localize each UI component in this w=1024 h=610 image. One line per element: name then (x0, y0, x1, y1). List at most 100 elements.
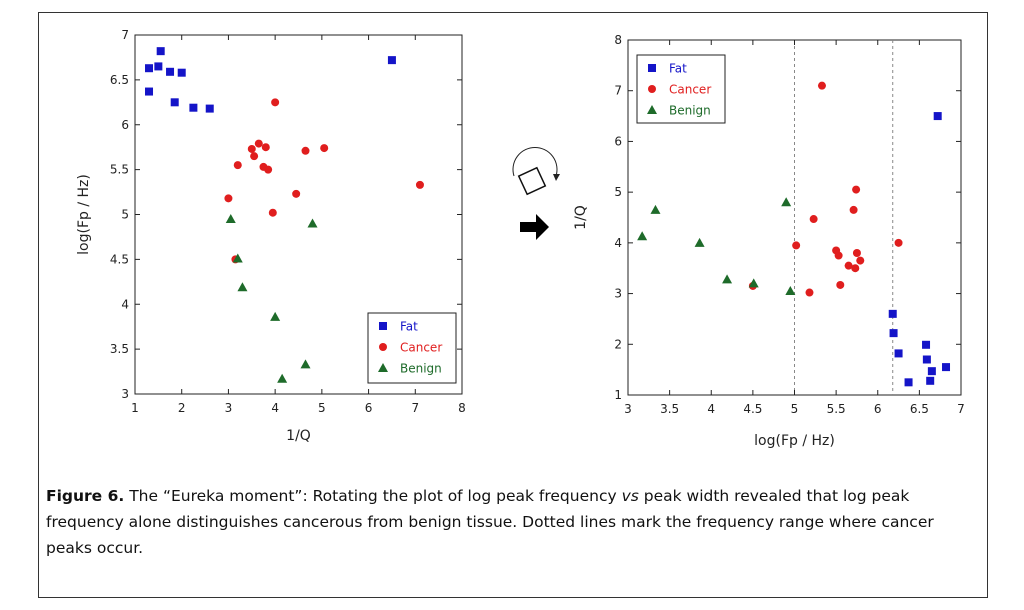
cancer-point (809, 215, 818, 224)
legend-marker-fat (379, 322, 387, 330)
x-tick-label-right: 6.5 (910, 402, 929, 416)
y-tick-label-left: 7 (121, 28, 129, 42)
fat-point (926, 376, 935, 385)
x-tick-label-right: 4.5 (743, 402, 762, 416)
y-tick-label-left: 5.5 (110, 163, 129, 177)
y-axis-label-left: log(Fp / Hz) (76, 174, 92, 255)
benign-point (722, 274, 733, 284)
y-tick-label-left: 4 (121, 297, 129, 311)
cancer-point (264, 165, 273, 174)
y-tick-label-left: 5 (121, 208, 129, 222)
x-tick-label-right: 5.5 (827, 402, 846, 416)
fat-point (922, 355, 931, 364)
chart-left: 1 2 3 4 5 6 7 8 3 3.5 4 4.5 5 5.5 6 6.5 7 1/Q log(Fp / Hz)… (76, 28, 466, 444)
fat-point (922, 340, 931, 349)
fat-point (927, 367, 936, 376)
fat-point (933, 112, 942, 121)
fat-point (177, 68, 186, 77)
caption-text-1: The “Eureka moment”: Rotating the plot o… (124, 487, 622, 505)
fat-point (189, 103, 198, 112)
benign-point (237, 282, 248, 292)
legend-marker-benign (647, 105, 657, 114)
figure-frame (38, 12, 988, 598)
y-tick-label-right: 3 (614, 287, 622, 301)
legend-marker-benign (378, 363, 388, 372)
x-tick-label-left: 8 (458, 401, 466, 415)
legend-label-cancer: Cancer (400, 341, 442, 355)
cancer-point (247, 144, 256, 153)
benign-point (781, 197, 792, 207)
fat-point (154, 62, 163, 71)
legend-label-cancer: Cancer (669, 83, 711, 97)
fat-point (145, 87, 154, 96)
cancer-point (856, 256, 865, 265)
benign-point (225, 213, 236, 223)
x-axis-label-left: 1/Q (286, 428, 311, 444)
fat-point (205, 104, 214, 113)
cancer-point (320, 144, 329, 153)
fat-point (156, 47, 165, 56)
cancer-point (301, 146, 310, 155)
cancer-point (836, 280, 845, 289)
fat-point (942, 363, 951, 372)
cancer-point (805, 288, 814, 297)
y-tick-label-left: 3.5 (110, 342, 129, 356)
y-tick-label-left: 3 (121, 387, 129, 401)
benign-point (307, 218, 318, 228)
y-tick-label-left: 6 (121, 118, 129, 132)
cancer-point (268, 208, 277, 217)
fat-point (166, 67, 175, 76)
fat-point (904, 378, 913, 387)
benign-point (785, 286, 796, 296)
y-tick-label-right: 6 (614, 134, 622, 148)
y-tick-label-right: 1 (614, 388, 622, 402)
x-tick-label-left: 2 (178, 401, 186, 415)
figure-caption: Figure 6. The “Eureka moment”: Rotating … (46, 483, 981, 561)
legend-label-fat: Fat (669, 62, 687, 76)
y-tick-label-left: 6.5 (110, 73, 129, 87)
fat-point (145, 64, 154, 73)
benign-point (637, 231, 648, 241)
y-tick-label-right: 8 (614, 33, 622, 47)
y-tick-label-left: 4.5 (110, 252, 129, 266)
x-tick-label-right: 3.5 (660, 402, 679, 416)
cancer-point (261, 143, 270, 152)
fat-point (894, 349, 903, 358)
fat-point (170, 98, 179, 107)
x-axis-label-right: log(Fp / Hz) (754, 433, 835, 449)
cancer-point (852, 249, 861, 257)
fat-point (889, 329, 898, 338)
cancer-point (233, 161, 242, 170)
x-tick-label-right: 4 (707, 402, 715, 416)
x-tick-label-left: 3 (225, 401, 233, 415)
benign-point (694, 237, 705, 247)
legend-marker-cancer (379, 343, 387, 351)
cancer-point (849, 205, 858, 214)
cancer-point (834, 251, 843, 260)
y-tick-label-right: 7 (614, 84, 622, 98)
caption-text-2: peak width revealed that log peak freque… (46, 487, 934, 557)
x-tick-label-left: 7 (411, 401, 419, 415)
fat-point (888, 309, 897, 318)
cancer-point (844, 261, 853, 270)
figure-label: Figure 6. (46, 487, 125, 505)
benign-point (232, 253, 243, 263)
cancer-point (292, 189, 301, 198)
cancer-point (851, 264, 860, 273)
cancer-point (894, 238, 903, 247)
x-tick-label-left: 5 (318, 401, 326, 415)
legend-label-benign: Benign (400, 362, 442, 376)
legend-marker-fat (648, 64, 656, 72)
chart-right: 3 3.5 4 4.5 5 5.5 6 6.5 7 1 2 3 4 5 6 7 8 log(Fp / Hz) 1/Q… (573, 33, 965, 449)
cancer-point (792, 241, 801, 250)
legend-label-benign: Benign (669, 104, 711, 118)
cancer-point (415, 180, 424, 189)
benign-point (748, 278, 759, 288)
y-tick-label-right: 2 (614, 337, 622, 351)
x-tick-label-left: 1 (131, 401, 139, 415)
cancer-point (271, 98, 280, 107)
fat-point (387, 56, 396, 65)
cancer-point (254, 139, 263, 148)
benign-point (277, 373, 288, 383)
x-tick-label-left: 4 (271, 401, 279, 415)
